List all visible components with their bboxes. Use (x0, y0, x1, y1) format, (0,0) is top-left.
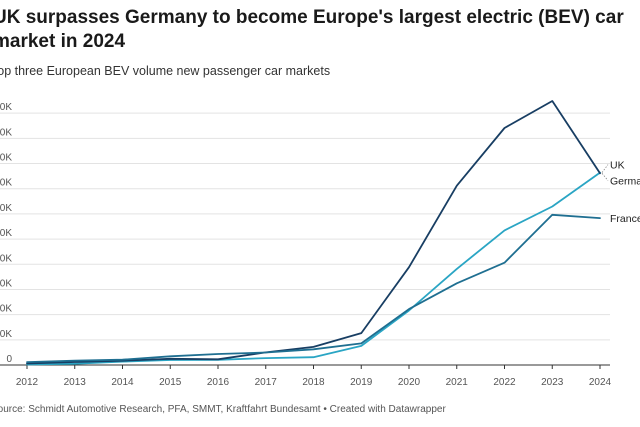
grid (0, 112, 610, 366)
chart-source: Source: Schmidt Automotive Research, PFA… (0, 404, 446, 415)
x-tick-label: 2023 (541, 377, 564, 388)
y-tick-label: 100K (0, 304, 12, 315)
x-tick-label: 2021 (446, 377, 469, 388)
x-tick-label: 2014 (111, 377, 134, 388)
y-tick-label: 450K (0, 127, 12, 138)
y-tick-label: 0 (6, 354, 12, 365)
y-tick-label: 500K (0, 102, 12, 113)
x-axis: 2012 2013 2014 2015 2016 2017 2018 2019 2020 2021… (16, 365, 612, 388)
x-tick-label: 2020 (398, 377, 421, 388)
series-line-uk (26, 171, 601, 366)
series-label-france: France (610, 213, 640, 225)
series-labels: UK Germany France (601, 160, 640, 225)
y-tick-label: 400K (0, 153, 12, 164)
x-tick-label: 2013 (64, 377, 87, 388)
series-line-germany (26, 100, 601, 365)
label-leader (601, 164, 609, 173)
x-tick-label: 2024 (589, 377, 612, 388)
x-tick-label: 2017 (255, 377, 278, 388)
x-tick-label: 2018 (302, 377, 325, 388)
series-label-uk: UK (610, 160, 625, 172)
y-tick-label: 50K (0, 329, 12, 340)
series-label-germany: Germany (610, 176, 640, 188)
chart-title: UK surpasses Germany to become Europe's … (0, 7, 624, 52)
x-tick-label: 2016 (207, 377, 230, 388)
series-line-france (26, 213, 601, 364)
y-axis: 0 50K 100K 150K 200K 250K 300K 350K 400K 450K 500K (0, 102, 12, 365)
x-tick-label: 2012 (16, 377, 39, 388)
y-tick-label: 250K (0, 228, 12, 239)
chart-subtitle: Top three European BEV volume new passen… (0, 64, 331, 78)
y-tick-label: 200K (0, 253, 12, 264)
series-lines (26, 100, 601, 366)
y-tick-label: 350K (0, 178, 12, 189)
x-tick-label: 2022 (493, 377, 516, 388)
y-tick-label: 300K (0, 203, 12, 214)
x-tick-label: 2019 (350, 377, 373, 388)
x-tick-label: 2015 (159, 377, 182, 388)
label-leader (601, 173, 609, 181)
y-tick-label: 150K (0, 278, 12, 289)
